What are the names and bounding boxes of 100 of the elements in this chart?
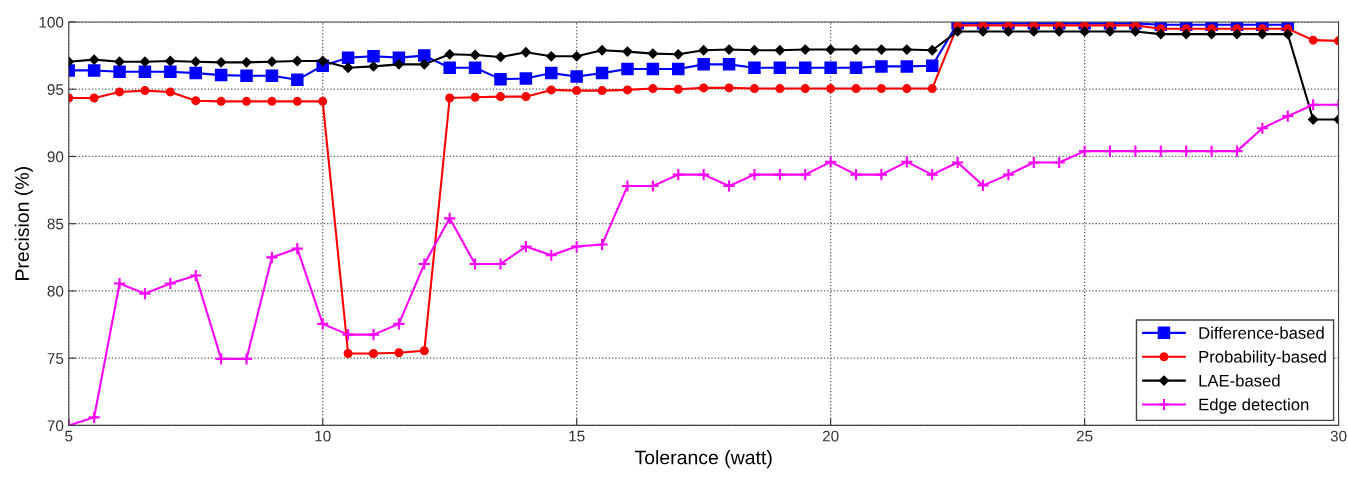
- point: [851, 44, 861, 55]
- point: [597, 45, 608, 56]
- point: [468, 61, 482, 74]
- point: [773, 168, 787, 182]
- point: [621, 62, 634, 76]
- point: [519, 239, 533, 254]
- point: [1052, 155, 1066, 170]
- point: [290, 242, 304, 256]
- point: [851, 84, 861, 94]
- legend-label: Difference-based: [1199, 326, 1324, 339]
- x-tick-label: 20: [822, 430, 839, 442]
- point: [824, 155, 838, 169]
- point: [292, 96, 302, 106]
- point: [1204, 144, 1219, 158]
- point: [241, 57, 252, 68]
- point: [875, 60, 888, 73]
- point: [191, 96, 201, 106]
- point: [443, 61, 456, 74]
- point: [445, 93, 455, 103]
- point: [925, 168, 939, 182]
- point: [87, 64, 101, 77]
- point: [849, 168, 863, 182]
- point: [698, 45, 709, 56]
- point: [673, 49, 684, 60]
- point: [190, 56, 201, 67]
- point: [140, 86, 150, 96]
- point: [368, 348, 379, 358]
- point: [874, 168, 889, 182]
- point: [87, 410, 101, 424]
- point: [1308, 35, 1318, 45]
- point: [470, 92, 480, 102]
- point: [495, 92, 505, 102]
- point: [239, 352, 254, 366]
- point: [1281, 109, 1295, 123]
- point: [317, 56, 328, 66]
- point: [291, 73, 304, 87]
- point: [798, 61, 812, 74]
- point: [798, 168, 812, 182]
- point: [774, 45, 785, 56]
- y-tick-label: 100: [39, 16, 64, 28]
- point: [1028, 26, 1039, 37]
- point: [722, 179, 736, 193]
- y-tick-label: 80: [47, 285, 64, 297]
- point: [673, 84, 683, 94]
- point: [266, 56, 277, 67]
- point: [368, 61, 379, 72]
- y-tick-label: 70: [47, 420, 64, 432]
- point: [697, 168, 711, 182]
- point: [444, 49, 455, 60]
- point: [976, 178, 990, 192]
- point: [622, 85, 632, 95]
- point: [318, 96, 328, 106]
- point: [901, 44, 912, 55]
- point: [952, 26, 963, 37]
- point: [341, 51, 355, 64]
- legend-label: LAE-based: [1199, 374, 1280, 387]
- point: [876, 84, 886, 94]
- point: [597, 86, 607, 96]
- point: [163, 276, 177, 291]
- point: [849, 61, 863, 74]
- y-axis-title: Precision (%): [14, 167, 33, 280]
- point: [1179, 144, 1193, 158]
- point: [1079, 26, 1090, 37]
- x-tick-label: 10: [315, 430, 331, 442]
- point: [595, 237, 609, 252]
- point: [164, 65, 177, 79]
- point: [927, 84, 937, 94]
- point: [519, 72, 533, 85]
- point: [1230, 144, 1244, 158]
- point: [749, 45, 760, 56]
- point: [214, 68, 228, 82]
- point: [900, 60, 914, 73]
- point: [951, 155, 965, 170]
- x-tick-label: 30: [1330, 430, 1347, 442]
- point: [1078, 144, 1092, 158]
- point: [1181, 29, 1192, 40]
- x-axis-title: Tolerance (watt): [634, 450, 772, 469]
- point: [114, 56, 125, 67]
- point: [495, 52, 506, 62]
- point: [824, 61, 837, 74]
- point: [572, 86, 582, 96]
- point: [646, 62, 660, 76]
- point: [570, 70, 583, 83]
- point: [242, 96, 252, 106]
- point: [571, 51, 582, 62]
- point: [494, 72, 507, 86]
- y-tick-label: 85: [47, 218, 64, 230]
- point: [1103, 144, 1117, 158]
- point: [1257, 29, 1268, 40]
- y-tick-label: 90: [47, 151, 64, 163]
- point: [265, 69, 279, 83]
- point: [115, 87, 125, 97]
- point: [825, 44, 836, 55]
- y-tick-label: 75: [47, 353, 64, 364]
- point: [800, 84, 810, 94]
- point: [367, 50, 380, 63]
- point: [1306, 98, 1320, 112]
- point: [139, 56, 150, 67]
- point: [648, 84, 658, 94]
- point: [672, 62, 685, 76]
